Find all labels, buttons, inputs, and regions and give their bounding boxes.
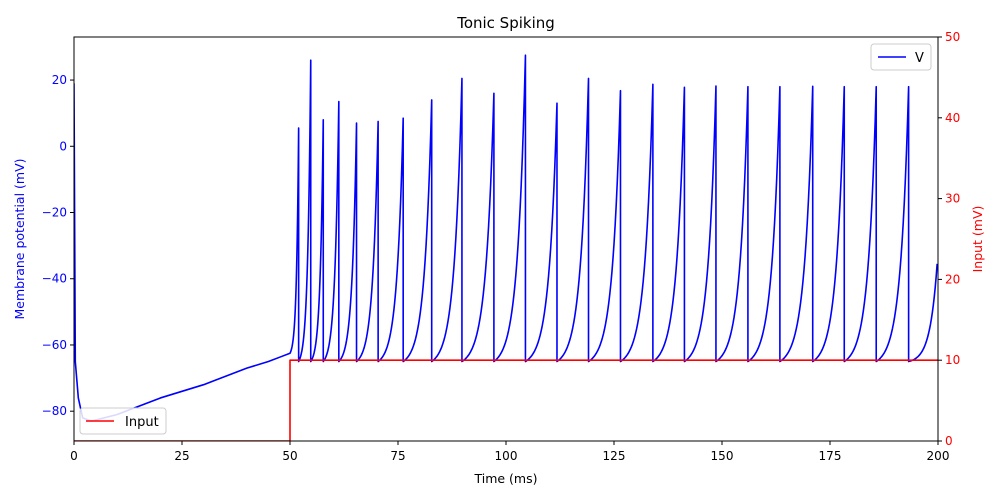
y-left-tick-label: −80 bbox=[42, 404, 67, 418]
y-right-tick-label: 40 bbox=[945, 111, 960, 125]
x-tick-label: 150 bbox=[711, 449, 734, 463]
y-right-tick-label: 0 bbox=[945, 434, 953, 448]
series-line-input bbox=[74, 359, 938, 441]
x-tick-label: 200 bbox=[927, 449, 950, 463]
legend-input-box bbox=[79, 407, 167, 435]
legend-input: Input bbox=[79, 407, 167, 435]
y-right-tick-label: 10 bbox=[945, 353, 960, 367]
y-right-tick-label: 30 bbox=[945, 192, 960, 206]
x-tick-label: 175 bbox=[819, 449, 842, 463]
x-tick-label: 25 bbox=[174, 449, 189, 463]
x-tick-label: 0 bbox=[70, 449, 78, 463]
x-tick-label: 125 bbox=[603, 449, 626, 463]
y-left-tick-label: −60 bbox=[42, 338, 67, 352]
x-axis: 0 25 50 75 100 125 150 175 200 bbox=[70, 441, 949, 463]
y-left-tick-label: 0 bbox=[59, 139, 67, 153]
plot-area bbox=[74, 54, 938, 441]
y-left-tick-label: −40 bbox=[42, 272, 67, 286]
x-tick-label: 75 bbox=[390, 449, 405, 463]
x-tick-label: 100 bbox=[495, 449, 518, 463]
legend-v-label: V bbox=[915, 51, 924, 66]
axes-frame bbox=[73, 36, 939, 442]
y-left-tick-label: −20 bbox=[42, 206, 67, 220]
y-right-tick-label: 20 bbox=[945, 272, 960, 286]
legend-input-label: Input bbox=[125, 415, 159, 430]
legend-v: V bbox=[870, 43, 932, 71]
y-axis-right-label: Input (mV) bbox=[970, 206, 985, 273]
x-tick-label: 50 bbox=[282, 449, 297, 463]
y-axis-left: −80 −60 −40 −20 0 20 bbox=[42, 73, 74, 418]
x-axis-label: Time (ms) bbox=[473, 471, 537, 486]
y-axis-left-label: Membrane potential (mV) bbox=[12, 158, 27, 319]
series-line-v bbox=[74, 54, 938, 422]
chart-title: Tonic Spiking bbox=[456, 14, 555, 32]
y-left-tick-label: 20 bbox=[52, 73, 67, 87]
y-right-tick-label: 50 bbox=[945, 30, 960, 44]
y-axis-right: 0 10 20 30 40 50 bbox=[938, 30, 960, 448]
